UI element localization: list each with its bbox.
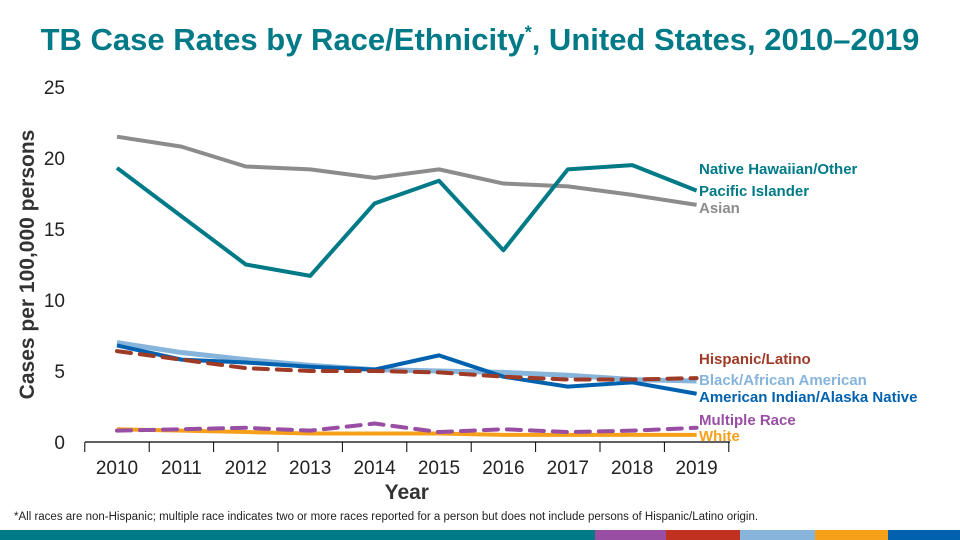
- y-tick-label: 25: [44, 78, 65, 99]
- series-line-native-hawaiian-other-pacific-islander: [115, 163, 698, 278]
- y-tick-label: 10: [44, 291, 65, 312]
- x-tick-label: 2010: [96, 458, 138, 479]
- x-tick-label: 2013: [289, 458, 331, 479]
- title-rest: , United States, 2010–2019: [531, 22, 920, 57]
- x-tick-label: 2016: [482, 458, 524, 479]
- chart-title: TB Case Rates by Race/Ethnicity*, United…: [0, 22, 960, 58]
- x-tick-label: 2011: [161, 458, 202, 479]
- series-label: Hispanic/Latino: [699, 351, 811, 368]
- y-tick-label: 20: [44, 149, 65, 170]
- series-line-white: [116, 427, 697, 437]
- bottom-color-bar: [0, 530, 960, 540]
- y-tick-label: 0: [54, 433, 65, 454]
- series-label: American Indian/Alaska Native: [699, 389, 917, 406]
- x-tick-label: 2012: [225, 458, 267, 479]
- color-bar-segment: [666, 530, 740, 540]
- title-main: TB Case Rates by Race/Ethnicity: [40, 22, 525, 57]
- y-tick-label: 15: [44, 220, 65, 241]
- x-tick-label: 2018: [611, 458, 653, 479]
- series-label: White: [699, 428, 740, 445]
- color-bar-segment: [0, 530, 595, 540]
- series-label: Black/African American: [699, 372, 867, 389]
- color-bar-segment: [888, 530, 960, 540]
- series-label: Pacific Islander: [699, 183, 809, 200]
- x-tick-label: 2017: [547, 458, 589, 479]
- y-axis-label: Cases per 100,000 persons: [16, 130, 39, 400]
- series-line-multiple-race: [115, 421, 699, 435]
- x-axis-label: Year: [385, 481, 429, 504]
- series-label: Multiple Race: [699, 412, 796, 429]
- x-tick-label: 2019: [675, 458, 717, 479]
- series-label: Asian: [699, 200, 740, 217]
- x-tick-label: 2014: [353, 458, 396, 479]
- series-line-asian: [116, 134, 697, 207]
- x-tick-label: 2015: [418, 458, 460, 479]
- color-bar-segment: [815, 530, 888, 540]
- series-label: Native Hawaiian/Other: [699, 161, 858, 178]
- y-tick-label: 5: [54, 362, 65, 383]
- footnote: *All races are non-Hispanic; multiple ra…: [14, 511, 759, 523]
- color-bar-segment: [595, 530, 666, 540]
- color-bar-segment: [740, 530, 815, 540]
- series-line-american-indian-alaska-native: [116, 343, 697, 396]
- line-chart: 2010 2011 2012 2013 2014 2015 2016 2017 2018 2019…: [16, 78, 917, 504]
- series-line-hispanic-latino: [115, 349, 699, 382]
- title-asterisk: *: [524, 22, 532, 43]
